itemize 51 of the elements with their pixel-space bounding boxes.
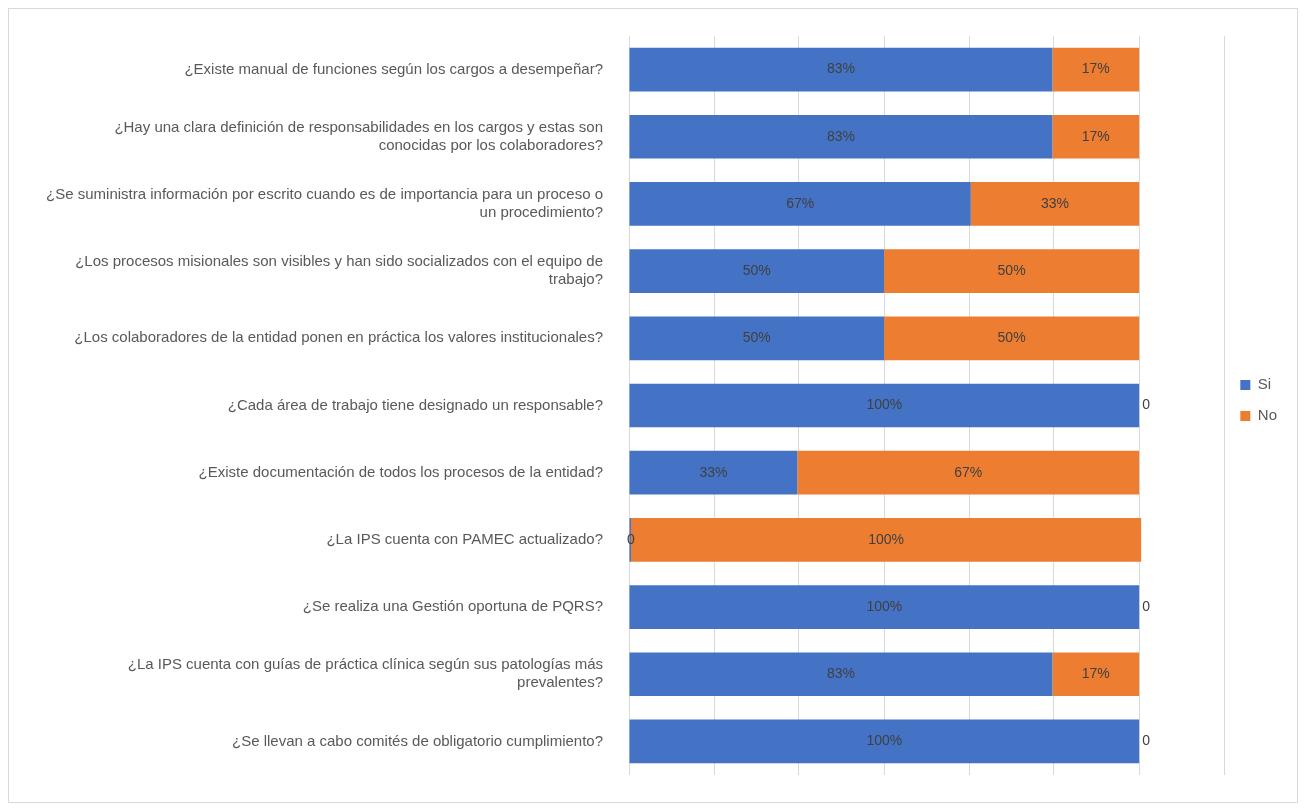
- bar: [970, 182, 1140, 226]
- data-label: 100%: [866, 732, 903, 749]
- y-tick-label: ¿Se suministra información por escrito cuando es de importancia para un proceso o un procedimiento?: [46, 185, 603, 221]
- bar: [629, 719, 1140, 764]
- y-tick-label: ¿Se llevan a cabo comités de obligatorio cumplimiento?: [231, 731, 603, 749]
- bar: [1052, 47, 1140, 92]
- bar: [884, 249, 1140, 293]
- data-label: 100%: [868, 530, 904, 547]
- data-label: 17%: [1081, 60, 1110, 77]
- bar: [797, 450, 1140, 495]
- data-label: 0: [1142, 396, 1151, 413]
- data-label: 100%: [866, 597, 903, 614]
- y-tick-label: ¿Existe manual de funciones según los cargos a desempeñar?: [184, 59, 603, 77]
- y-tick-label: ¿La IPS cuenta con guías de práctica clínica según sus patologías más prevalentes?: [127, 655, 603, 691]
- data-label: 50%: [742, 329, 771, 346]
- data-label: 67%: [954, 463, 983, 480]
- data-label: 33%: [1040, 194, 1069, 211]
- bar: [629, 450, 798, 495]
- data-label: 83%: [826, 127, 855, 144]
- y-tick-label: ¿Existe documentación de todos los procesos de la entidad?: [198, 462, 603, 480]
- bar: [629, 383, 1140, 428]
- bar: [1052, 652, 1140, 697]
- data-label: 0: [1142, 597, 1151, 614]
- y-tick-label: ¿Cada área de trabajo tiene designado un responsable?: [227, 395, 603, 413]
- data-label: 0: [1142, 732, 1151, 749]
- bar: [629, 652, 1053, 697]
- data-label: 100%: [866, 396, 903, 413]
- bar: [1052, 114, 1140, 159]
- data-label: 50%: [742, 262, 771, 278]
- bar: [884, 316, 1140, 361]
- bar: [629, 316, 885, 361]
- data-label: 83%: [826, 665, 855, 682]
- data-label: 17%: [1081, 665, 1110, 682]
- bar: [629, 585, 1140, 629]
- bar: [629, 249, 885, 293]
- y-tick-label: ¿Hay una clara definición de responsabilidades en los cargos y estas son conocidas por los colaboradores?: [114, 117, 603, 153]
- legend-label: Si: [1257, 375, 1272, 393]
- data-label: 33%: [699, 463, 728, 480]
- data-label: 50%: [997, 262, 1026, 278]
- bar: [629, 114, 1053, 159]
- data-label: 67%: [786, 194, 815, 211]
- data-label: 83%: [826, 60, 855, 77]
- legend-label: No: [1257, 406, 1278, 424]
- data-label: 50%: [997, 329, 1026, 346]
- bar: [629, 182, 971, 226]
- bar: [629, 47, 1053, 92]
- y-tick-label: ¿Se realiza una Gestión oportuna de PQRS?: [302, 597, 603, 615]
- y-tick-label: ¿Los procesos misionales son visibles y han sido socializados con el equipo de trabajo?: [75, 252, 603, 288]
- data-label: 17%: [1081, 127, 1110, 144]
- y-tick-label: ¿Los colaboradores de la entidad ponen en práctica los valores institucionales?: [74, 328, 603, 346]
- y-tick-label: ¿La IPS cuenta con PAMEC actualizado?: [326, 530, 603, 547]
